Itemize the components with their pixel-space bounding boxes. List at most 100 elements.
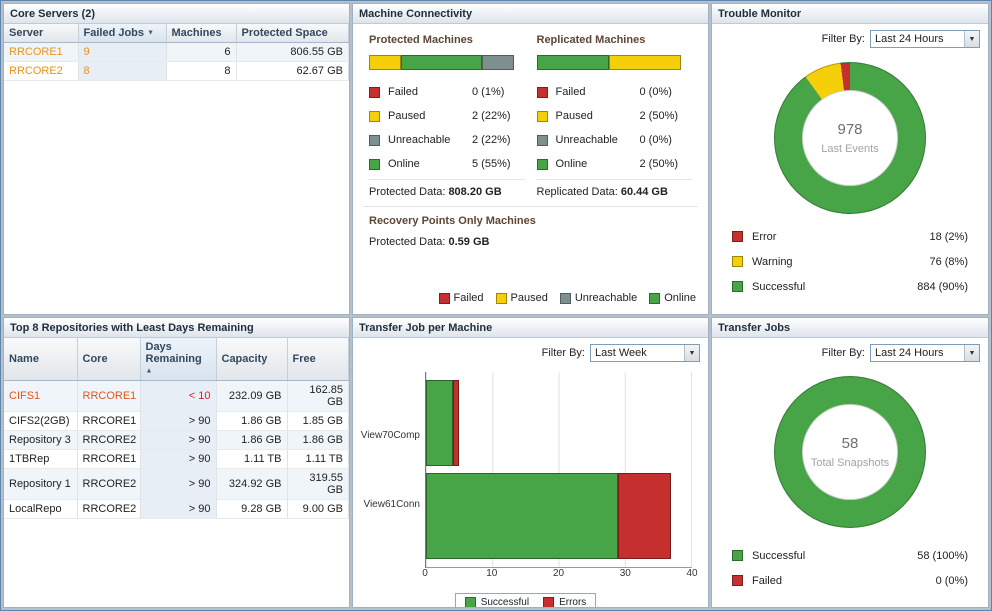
core-name[interactable]: RRCORE1 <box>77 380 141 412</box>
core-server-row: RRCORE2 8 8 62.67 GB <box>4 61 349 81</box>
legend-label: Failed <box>752 574 782 587</box>
x-axis-ticks: 0 10 20 30 40 <box>422 568 697 583</box>
repositories-title: Top 8 Repositories with Least Days Remai… <box>4 318 349 338</box>
transfer-jobs-legend: Successful 58 (100%) Failed 0 (0%) <box>732 543 968 593</box>
legend-item: Paused <box>495 292 548 304</box>
legend-label: Failed <box>388 86 418 98</box>
data-value: 808.20 GB <box>448 186 502 198</box>
replicated-machines-stacked-bar <box>536 55 682 70</box>
protected-data-row: Protected Data: 808.20 GB <box>369 179 525 198</box>
online-swatch <box>649 292 661 304</box>
legend-value: 18 (2%) <box>929 230 968 243</box>
failed-swatch <box>536 86 548 98</box>
column-label: Server <box>9 27 44 39</box>
capacity-value: 1.86 GB <box>216 411 288 431</box>
unreachable-swatch <box>559 292 571 304</box>
trouble-monitor-title: Trouble Monitor <box>712 4 988 24</box>
repository-name[interactable]: LocalRepo <box>4 499 78 519</box>
repository-name[interactable]: 1TBRep <box>4 449 78 469</box>
filter-by-label: Filter By: <box>821 347 865 359</box>
snapshots-label: Total Snapshots <box>810 457 890 469</box>
column-header-free[interactable]: Free <box>287 338 349 381</box>
repository-row: CIFS1 RRCORE1 < 10 232.09 GB 162.85 GB <box>4 380 349 412</box>
repository-name[interactable]: Repository 1 <box>4 468 78 500</box>
dropdown-arrow-icon[interactable]: ▼ <box>684 345 699 361</box>
repository-name[interactable]: CIFS2(2GB) <box>4 411 78 431</box>
repository-row: Repository 1 RRCORE2 > 90 324.92 GB 319.… <box>4 468 349 500</box>
replicated-machines-heading: Replicated Machines <box>536 34 646 46</box>
legend-item: Successful 58 (100%) <box>732 543 968 568</box>
protected-machines-section: Protected Machines Failed 0 (1%) Paused … <box>363 32 531 198</box>
column-header-name[interactable]: Name <box>4 338 78 381</box>
legend-item: Unreachable <box>559 292 637 304</box>
column-header-core[interactable]: Core <box>77 338 141 381</box>
events-count: 978 <box>837 121 863 138</box>
transfer-jobs-filter-select[interactable]: Last 24 Hours ▼ <box>870 344 980 362</box>
legend-label: Failed <box>555 86 586 98</box>
column-header-server[interactable]: Server <box>4 24 79 43</box>
selected-option: Last 24 Hours <box>875 347 944 359</box>
legend-value: 58 (100%) <box>917 549 968 562</box>
failed-jobs-value[interactable]: 8 <box>78 61 167 81</box>
machine-connectivity-panel: Machine Connectivity Protected Machines … <box>352 3 709 315</box>
legend-label: Paused <box>555 110 593 122</box>
tick-label: 20 <box>552 568 565 579</box>
column-label: Core <box>82 353 108 365</box>
legend-value: 2 (50%) <box>639 158 679 170</box>
legend-value: 5 (55%) <box>472 158 511 170</box>
unreachable-swatch <box>536 134 548 146</box>
replicated-machines-section: Replicated Machines Failed 0 (0%) Paused… <box>531 32 699 198</box>
paused-bar-segment <box>608 55 682 70</box>
column-header-capacity[interactable]: Capacity <box>216 338 288 381</box>
paused-swatch <box>536 110 548 122</box>
filter-row: Filter By: Last Week ▼ <box>353 338 708 366</box>
column-header-machines[interactable]: Machines <box>166 24 237 43</box>
column-header-days-remaining[interactable]: Days Remaining ▲ <box>140 338 217 381</box>
legend-label: Warning <box>752 255 793 268</box>
failed-swatch <box>369 86 380 98</box>
protected-space-value: 62.67 GB <box>236 61 349 81</box>
machine-label: View70Comp <box>360 430 420 441</box>
core-name[interactable]: RRCORE1 <box>77 411 141 431</box>
transfer-per-machine-panel: Transfer Job per Machine Filter By: Last… <box>352 317 709 608</box>
dropdown-arrow-icon[interactable]: ▼ <box>964 345 979 361</box>
repository-name[interactable]: CIFS1 <box>4 380 78 412</box>
sort-ascending-icon: ▲ <box>145 367 153 375</box>
dropdown-arrow-icon[interactable]: ▼ <box>964 31 979 47</box>
online-swatch <box>369 158 380 170</box>
column-header-failed-jobs[interactable]: Failed Jobs ▼ <box>78 24 167 43</box>
section-divider <box>363 206 698 207</box>
successful-swatch <box>732 281 743 292</box>
sort-descending-icon: ▼ <box>147 29 155 37</box>
failed-swatch <box>732 575 743 586</box>
core-name[interactable]: RRCORE2 <box>77 468 141 500</box>
transfer-bar-chart: View70Comp View61Conn <box>353 366 708 607</box>
capacity-value: 1.86 GB <box>216 430 288 450</box>
repository-name[interactable]: Repository 3 <box>4 430 78 450</box>
unreachable-swatch <box>369 134 380 146</box>
server-link[interactable]: RRCORE1 <box>4 42 79 62</box>
legend-item: Error 18 (2%) <box>732 224 968 249</box>
core-name[interactable]: RRCORE2 <box>77 499 141 519</box>
trouble-legend: Error 18 (2%) Warning 76 (8%) Successful… <box>732 224 968 299</box>
trouble-filter-select[interactable]: Last 24 Hours ▼ <box>870 30 980 48</box>
transfer-filter-select[interactable]: Last Week ▼ <box>590 344 700 362</box>
legend-value: 2 (50%) <box>639 110 679 122</box>
capacity-value: 9.28 GB <box>216 499 288 519</box>
trouble-monitor-panel: Trouble Monitor Filter By: Last 24 Hours… <box>711 3 989 315</box>
failed-jobs-value[interactable]: 9 <box>78 42 167 62</box>
repository-row: LocalRepo RRCORE2 > 90 9.28 GB 9.00 GB <box>4 499 349 519</box>
legend-item: Paused 2 (22%) <box>369 104 525 128</box>
column-header-protected-space[interactable]: Protected Space <box>236 24 349 43</box>
tick-label: 0 <box>422 568 428 579</box>
data-label: Protected Data: <box>369 236 446 248</box>
transfer-jobs-title: Transfer Jobs <box>712 318 988 338</box>
legend-label: Error <box>752 230 777 243</box>
core-name[interactable]: RRCORE1 <box>77 449 141 469</box>
legend-item: Online <box>649 292 696 304</box>
server-link[interactable]: RRCORE2 <box>4 61 79 81</box>
repositories-panel: Top 8 Repositories with Least Days Remai… <box>3 317 350 608</box>
legend-item: Successful <box>464 597 529 607</box>
legend-item: Paused 2 (50%) <box>536 104 693 128</box>
core-name[interactable]: RRCORE2 <box>77 430 141 450</box>
